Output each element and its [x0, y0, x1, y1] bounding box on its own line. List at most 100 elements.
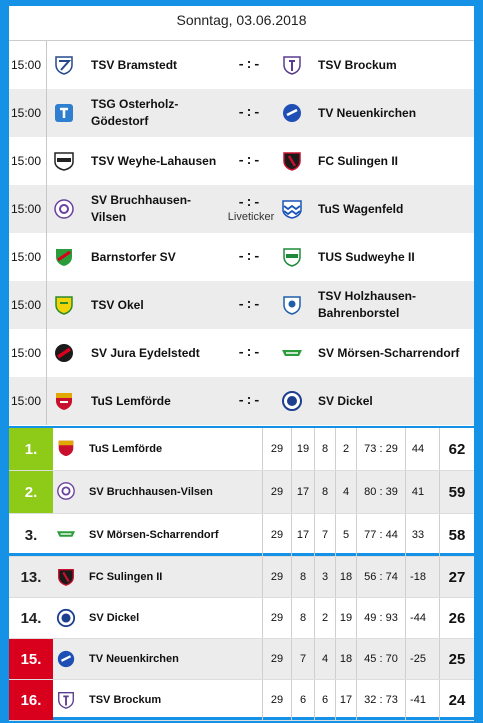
- divider: [356, 471, 357, 513]
- away-team[interactable]: TSV Brockum: [318, 57, 397, 72]
- match-date: Sonntag, 03.06.2018: [9, 6, 474, 41]
- home-team[interactable]: TuS Lemförde: [91, 393, 171, 408]
- lost: 18: [339, 571, 353, 583]
- divider: [335, 514, 336, 556]
- divider: [356, 639, 357, 679]
- home-team[interactable]: TSV Bramstedt: [91, 57, 178, 72]
- divider: [46, 41, 47, 89]
- rank: 15.: [9, 639, 53, 679]
- match-row[interactable]: 15:00 TSV Okel -:- TSV Holzhausen-Bahren…: [9, 281, 474, 329]
- match-row[interactable]: 15:00 TSG Osterholz-Gödestorf -:- TV Neu…: [9, 89, 474, 137]
- score: -:-: [237, 249, 261, 264]
- divider: [335, 639, 336, 679]
- team-name[interactable]: SV Dickel: [89, 612, 140, 624]
- kickoff-time: 15:00: [11, 298, 42, 312]
- fc-sulingen-crest-icon: [58, 569, 74, 586]
- home-team[interactable]: SV Bruchhausen-Vilsen: [91, 193, 192, 224]
- divider: [314, 471, 315, 513]
- divider: [405, 514, 406, 556]
- match-row[interactable]: 15:00 TuS Lemförde -:- SV Dickel: [9, 377, 474, 425]
- divider: [335, 428, 336, 470]
- draw: 8: [321, 486, 329, 498]
- sv-bruchhausen-crest-icon: [57, 482, 75, 500]
- divider: [356, 514, 357, 556]
- rank: 14.: [20, 609, 42, 627]
- match-row[interactable]: 15:00 TSV Weyhe-Lahausen -:- FC Sulingen…: [9, 137, 474, 185]
- won: 8: [299, 612, 307, 624]
- goals: 73 : 29: [364, 443, 398, 455]
- away-team[interactable]: TUS Sudweyhe II: [318, 249, 415, 264]
- won: 17: [296, 529, 310, 541]
- games: 29: [270, 694, 284, 706]
- score: -:-: [237, 153, 261, 168]
- team-name[interactable]: SV Bruchhausen-Vilsen: [89, 486, 213, 498]
- tus-sudweyhe-crest-icon: [283, 248, 301, 267]
- match-row[interactable]: 15:00 TSV Bramstedt -:- TSV Brockum: [9, 41, 474, 89]
- divider: [314, 639, 315, 679]
- divider: [314, 680, 315, 720]
- divider: [439, 471, 440, 513]
- divider: [405, 428, 406, 470]
- divider: [356, 598, 357, 638]
- divider: [439, 639, 440, 679]
- goal-diff: 33: [411, 529, 425, 541]
- tus-wagenfeld-crest-icon: [282, 200, 302, 219]
- away-team[interactable]: SV Mörsen-Scharrendorf: [318, 345, 460, 360]
- home-team[interactable]: TSV Okel: [91, 297, 144, 312]
- table-row[interactable]: 1. TuS Lemförde 29 19 8 2 73 : 29 44 62: [9, 428, 474, 471]
- match-row[interactable]: 15:00 SV Bruchhausen-Vilsen -:- Livetick…: [9, 185, 474, 233]
- goals: 45 : 70: [364, 653, 398, 665]
- score: -:-: [237, 345, 261, 360]
- home-team[interactable]: TSV Weyhe-Lahausen: [91, 153, 217, 168]
- table-row[interactable]: 14. SV Dickel 29 8 2 19 49 : 93 -44 26: [9, 598, 474, 639]
- goals: 49 : 93: [364, 612, 398, 624]
- divider: [335, 680, 336, 720]
- divider: [356, 428, 357, 470]
- table-row[interactable]: 2. SV Bruchhausen-Vilsen 29 17 8 4 80 : …: [9, 471, 474, 514]
- divider: [262, 471, 263, 513]
- home-team[interactable]: TSG Osterholz-Gödestorf: [91, 97, 179, 128]
- sv-jura-crest-icon: [55, 344, 73, 362]
- lost: 19: [339, 612, 353, 624]
- match-row[interactable]: 15:00 SV Jura Eydelstedt -:- SV Mörsen-S…: [9, 329, 474, 377]
- games: 29: [270, 529, 284, 541]
- liveticker-link[interactable]: Liveticker: [227, 211, 275, 223]
- divider: [291, 514, 292, 556]
- tsv-bramstedt-crest-icon: [55, 56, 73, 75]
- match-row[interactable]: 15:00 Barnstorfer SV -:- TUS Sudweyhe II: [9, 233, 474, 281]
- table-row[interactable]: 16. TSV Brockum 29 6 6 17 32 : 73 -41 24: [9, 680, 474, 721]
- away-team[interactable]: SV Dickel: [318, 393, 373, 408]
- away-team[interactable]: TSV Holzhausen-Bahrenborstel: [318, 289, 417, 320]
- divider: [405, 598, 406, 638]
- divider: [46, 329, 47, 377]
- team-name[interactable]: FC Sulingen II: [89, 571, 163, 583]
- home-team[interactable]: Barnstorfer SV: [91, 249, 176, 264]
- goal-diff: 44: [411, 443, 425, 455]
- sv-moersen-crest-icon: [56, 531, 76, 537]
- kickoff-time: 15:00: [11, 346, 42, 360]
- tv-neuenkirchen-crest-icon: [283, 104, 301, 122]
- away-team[interactable]: TuS Wagenfeld: [318, 201, 404, 216]
- draw: 2: [321, 612, 329, 624]
- standings-bottom: 13. FC Sulingen II 29 8 3 18 56 : 74 -18…: [9, 557, 474, 721]
- table-row[interactable]: 15. TV Neuenkirchen 29 7 4 18 45 : 70 -2…: [9, 639, 474, 680]
- tv-neuenkirchen-crest-icon: [57, 650, 75, 668]
- team-name[interactable]: TV Neuenkirchen: [89, 653, 179, 665]
- fc-sulingen-crest-icon: [283, 152, 301, 171]
- team-name[interactable]: TuS Lemförde: [89, 443, 163, 455]
- won: 8: [299, 571, 307, 583]
- points: 59: [448, 483, 466, 501]
- away-team[interactable]: FC Sulingen II: [318, 153, 398, 168]
- tus-lemfoerde-crest-icon: [56, 393, 72, 410]
- divider: [335, 598, 336, 638]
- away-team[interactable]: TV Neuenkirchen: [318, 105, 417, 120]
- team-name[interactable]: TSV Brockum: [89, 694, 162, 706]
- score: -:-: [237, 105, 261, 120]
- divider: [439, 598, 440, 638]
- lost: 4: [342, 486, 350, 498]
- team-name[interactable]: SV Mörsen-Scharrendorf: [89, 529, 219, 541]
- home-team[interactable]: SV Jura Eydelstedt: [91, 345, 200, 360]
- table-row[interactable]: 3. SV Mörsen-Scharrendorf 29 17 7 5 77 :…: [9, 514, 474, 557]
- table-row[interactable]: 13. FC Sulingen II 29 8 3 18 56 : 74 -18…: [9, 557, 474, 598]
